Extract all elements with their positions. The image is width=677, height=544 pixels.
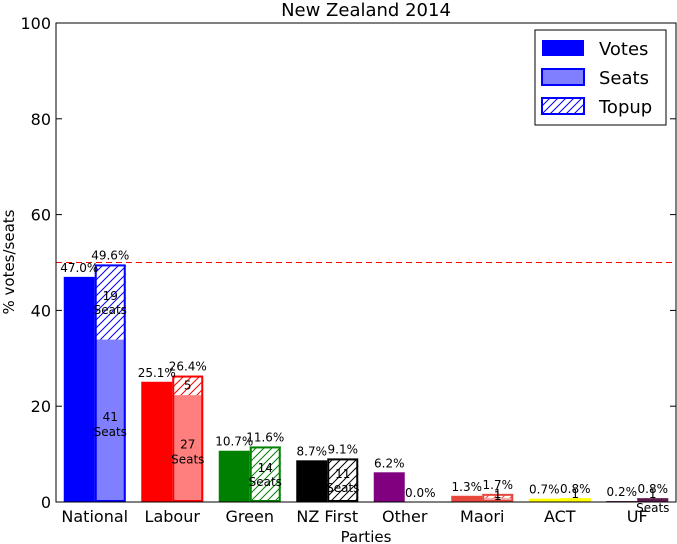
votes-bar xyxy=(373,472,405,502)
votes-label: 0.7% xyxy=(529,483,560,497)
seats-topup-bar xyxy=(482,493,514,499)
seats-label: 0.8% xyxy=(560,482,591,496)
seats-label: 1.7% xyxy=(483,478,514,492)
votes-bar xyxy=(528,498,560,502)
electorate-seats-count: 27 xyxy=(180,438,195,452)
votes-bar xyxy=(63,276,95,502)
x-axis: National Labour Green NZ First Other Maori ACT… xyxy=(61,507,647,526)
plot-frame xyxy=(55,22,677,503)
legend-label: Seats xyxy=(599,68,649,89)
legend-swatch-seats xyxy=(541,68,585,86)
x-tick-label: UF xyxy=(627,507,648,526)
votes-bar xyxy=(218,450,250,502)
topup-seats-count: 1 xyxy=(494,489,502,503)
y-tick-label: 60 xyxy=(31,206,51,225)
legend: Votes Seats Topup xyxy=(534,29,667,126)
topup-seats-count: 11 xyxy=(335,467,350,481)
seats-label: 0.8% xyxy=(638,482,669,496)
electorate-seats-word: Seats xyxy=(94,425,127,439)
y-axis: 0 20 40 60 80 100 xyxy=(20,14,676,512)
votes-bar xyxy=(296,460,328,502)
seats-bar-outline xyxy=(249,446,281,503)
y-tick-label: 40 xyxy=(31,301,51,320)
x-tick-label: Other xyxy=(382,507,428,526)
topup-seats-count: 5 xyxy=(184,378,192,392)
topup-seats-word: Seats xyxy=(636,501,669,515)
electorate-seats-word: Seats xyxy=(171,453,204,467)
party-group: 1.3% 1.7%11 xyxy=(451,478,514,503)
topup-seats-word: Seats xyxy=(326,481,359,495)
seats-bar-outline xyxy=(559,498,591,502)
votes-label: 6.2% xyxy=(374,456,405,470)
y-tick-label: 100 xyxy=(20,14,51,33)
votes-label: 10.7% xyxy=(215,435,253,449)
votes-label: 0.2% xyxy=(607,485,638,499)
x-tick-label: Labour xyxy=(145,507,201,526)
seats-label: 9.1% xyxy=(328,442,359,456)
y-tick-label: 80 xyxy=(31,110,51,129)
seats-topup-bar xyxy=(94,264,126,340)
legend-label: Votes xyxy=(599,39,648,60)
topup-seats-count: 19 xyxy=(103,289,118,303)
votes-label: 1.3% xyxy=(452,480,483,494)
seats-bar-outline xyxy=(637,498,669,502)
party-group: 0.7% 0.8%1 xyxy=(528,482,591,502)
seats-topup-bar xyxy=(327,458,359,502)
party-group: 6.2% 0.0% xyxy=(373,456,436,502)
seats-label: 11.6% xyxy=(246,430,284,444)
seats-bar-outline xyxy=(172,375,204,503)
x-tick-label: Green xyxy=(226,507,274,526)
seats-topup-bar xyxy=(172,375,204,396)
topup-seats-word: Seats xyxy=(249,475,282,489)
seats-bar-outline xyxy=(482,493,514,502)
votes-label: 47.0% xyxy=(60,261,98,275)
y-axis-label: % votes/seats xyxy=(0,209,18,314)
chart-title: New Zealand 2014 xyxy=(281,0,451,21)
topup-seats-count: 1 xyxy=(649,487,657,501)
electorate-seats-count: 1 xyxy=(571,487,579,501)
y-tick-label: 20 xyxy=(31,397,51,416)
seats-bar-outline xyxy=(94,264,126,502)
seats-electorate-bar xyxy=(172,395,204,502)
topup-seats-count: 14 xyxy=(258,461,273,475)
votes-bar xyxy=(141,381,173,502)
legend-label: Topup xyxy=(598,97,652,118)
plot-marks: 47.0%49.6%19Seats41Seats25.1%26.4%527Sea… xyxy=(56,248,676,515)
seats-bar-outline xyxy=(327,458,359,503)
seats-label: 49.6% xyxy=(91,248,129,262)
votes-label: 8.7% xyxy=(297,444,328,458)
x-tick-label: National xyxy=(61,507,128,526)
y-tick-label: 0 xyxy=(41,493,51,512)
x-tick-label: Maori xyxy=(460,507,504,526)
x-axis-label: Parties xyxy=(341,528,392,544)
seats-topup-bar xyxy=(249,446,281,502)
electorate-seats-count: 41 xyxy=(103,410,118,424)
topup-seats-word: Seats xyxy=(94,303,127,317)
legend-swatch-votes xyxy=(542,40,584,56)
electorate-seats-count: 1 xyxy=(494,487,502,501)
votes-label: 25.1% xyxy=(138,366,176,380)
x-tick-label: ACT xyxy=(544,507,576,526)
legend-swatch-topup xyxy=(541,97,585,115)
seats-label: 0.0% xyxy=(405,486,436,500)
seats-label: 26.4% xyxy=(169,360,207,374)
seats-electorate-bar xyxy=(94,339,126,502)
x-tick-label: NZ First xyxy=(296,507,358,526)
votes-bar xyxy=(451,495,483,502)
